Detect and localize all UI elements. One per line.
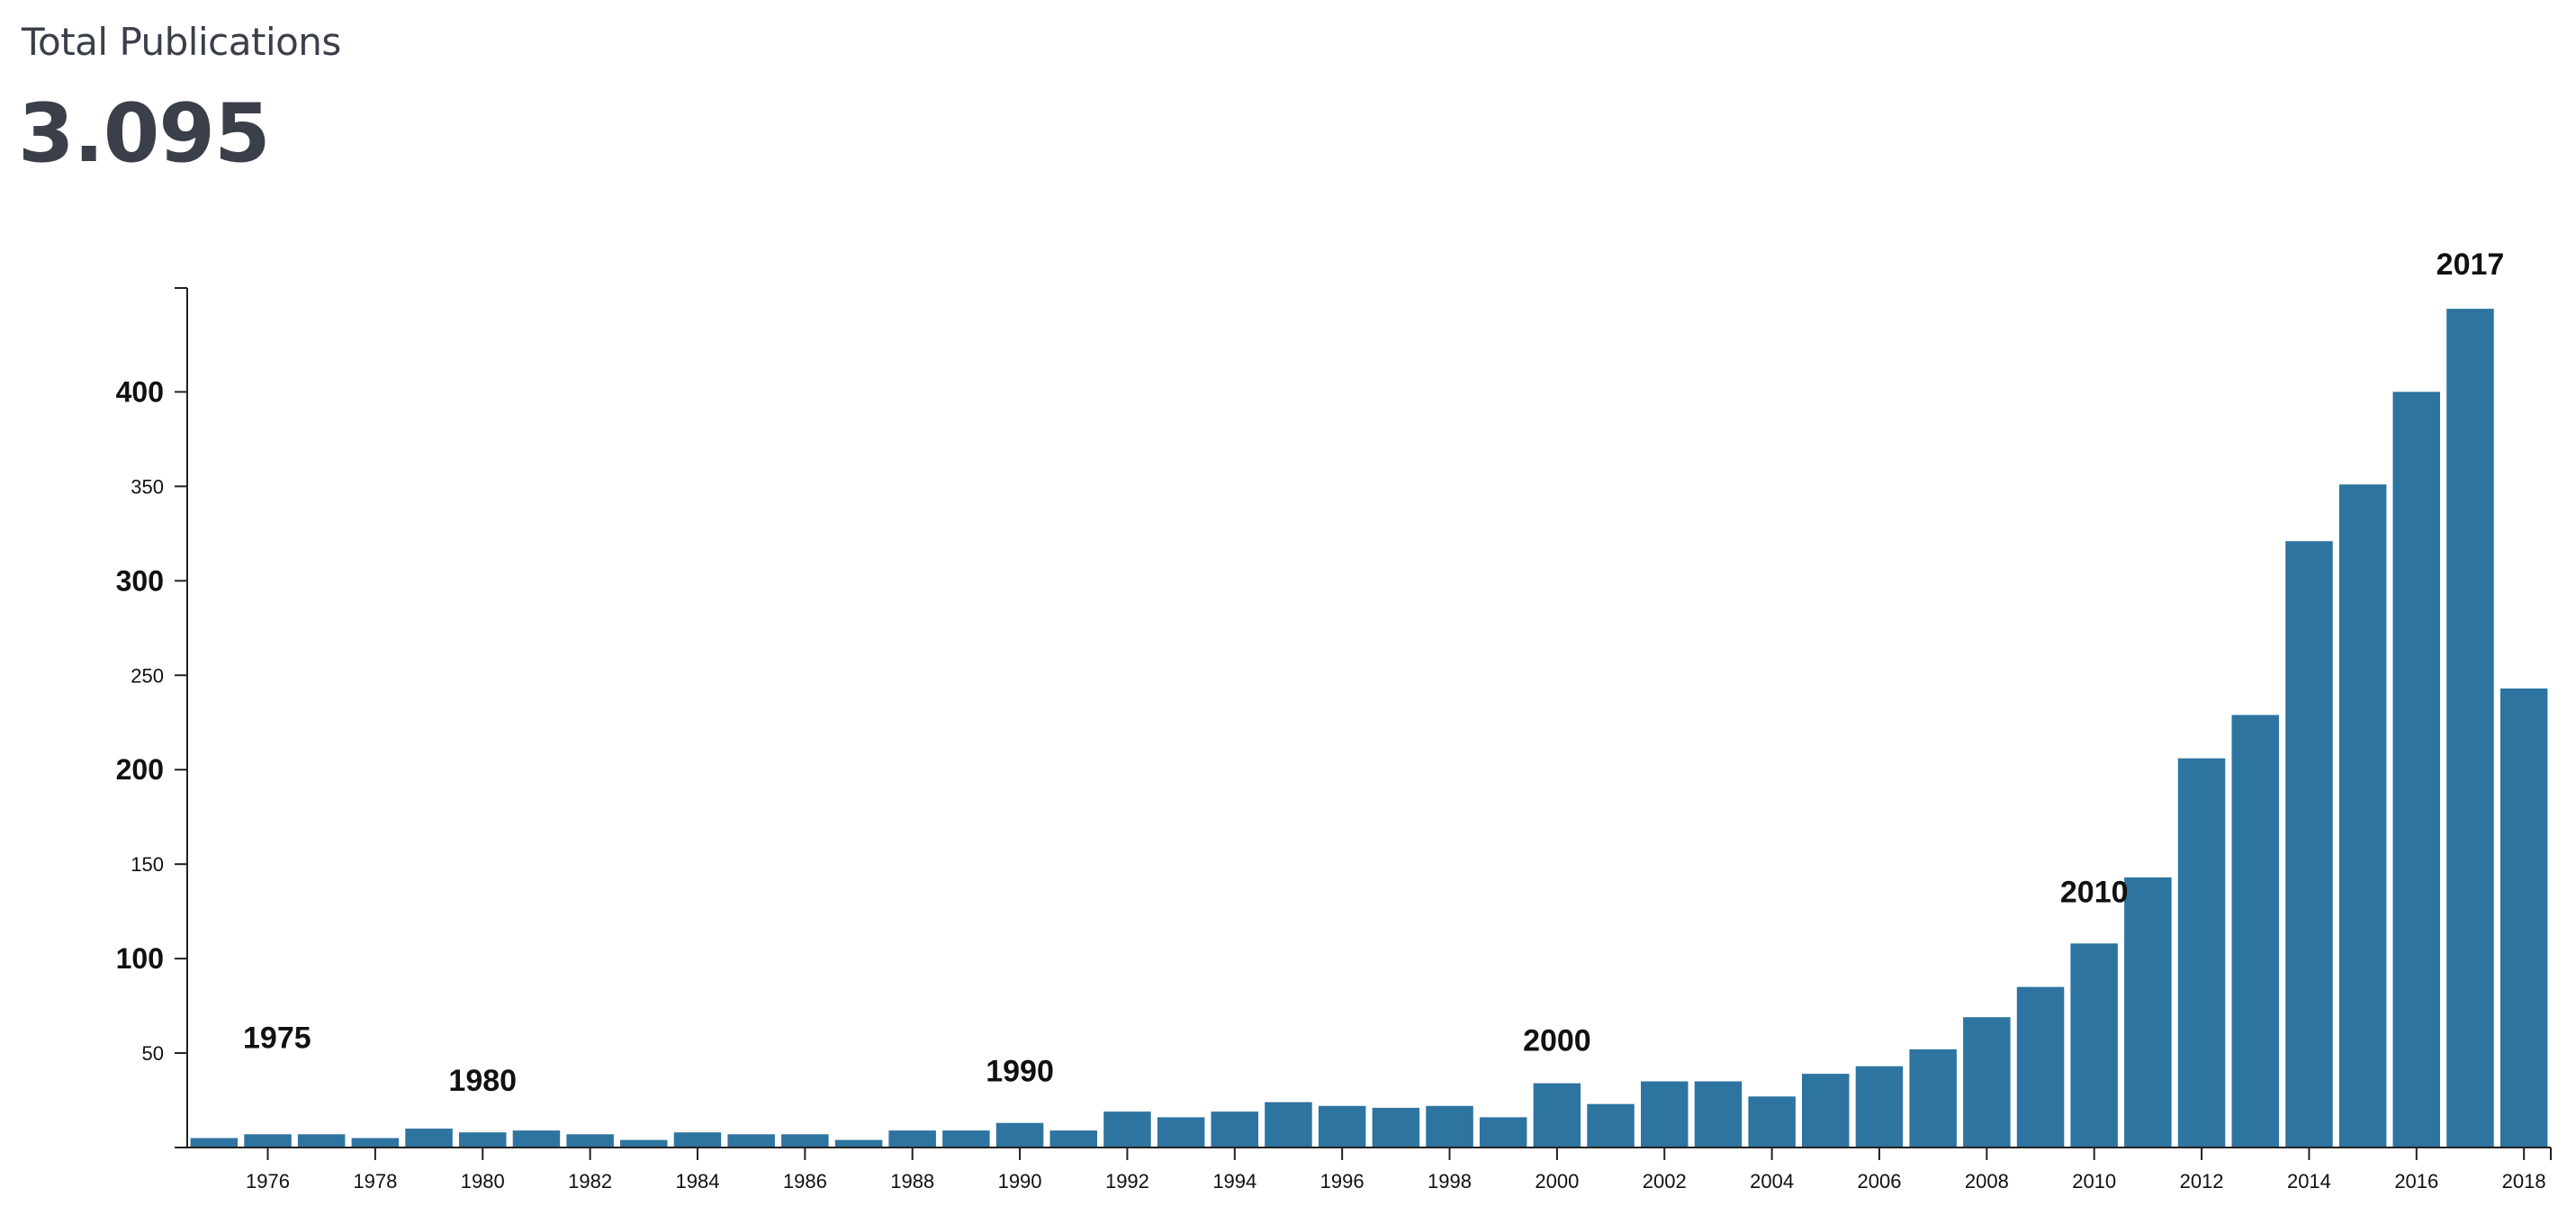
bar-2000: [1533, 1083, 1581, 1148]
bar-2007: [1909, 1048, 1957, 1148]
x-tick-label-2016: 2016: [2394, 1170, 2438, 1192]
x-tick-label-1988: 1988: [890, 1170, 934, 1192]
x-tick-label-1998: 1998: [1428, 1170, 1472, 1192]
bar-2014: [2285, 541, 2333, 1148]
bar-2003: [1694, 1081, 1743, 1148]
y-tick-label-150: 150: [131, 853, 164, 876]
x-tick-label-1996: 1996: [1320, 1170, 1365, 1192]
x-tick-label-2012: 2012: [2180, 1170, 2224, 1192]
bar-1982: [566, 1134, 614, 1148]
x-tick-label-1978: 1978: [353, 1170, 397, 1192]
bar-1990: [995, 1122, 1044, 1148]
bar-2017: [2446, 309, 2494, 1148]
bar-1994: [1211, 1112, 1258, 1148]
bar-1992: [1103, 1112, 1151, 1148]
bar-2004: [1748, 1096, 1796, 1148]
x-tick-label-1980: 1980: [461, 1170, 505, 1192]
x-tick-label-2000: 2000: [1535, 1170, 1579, 1192]
bar-1991: [1049, 1130, 1097, 1148]
bar-1998: [1426, 1105, 1473, 1148]
bar-1983: [620, 1139, 668, 1148]
bar-2012: [2177, 758, 2226, 1148]
bar-1988: [888, 1130, 936, 1148]
y-tick-label-50: 50: [142, 1042, 164, 1065]
x-tick-label-2002: 2002: [1643, 1170, 1687, 1192]
x-tick-label-1984: 1984: [676, 1170, 720, 1192]
bar-1976: [244, 1134, 292, 1148]
x-tick-label-1994: 1994: [1212, 1170, 1256, 1192]
bar-1980: [459, 1132, 507, 1148]
x-tick-label-2014: 2014: [2287, 1170, 2331, 1192]
bar-1997: [1372, 1107, 1420, 1148]
x-tick-label-2006: 2006: [1858, 1170, 1902, 1192]
bar-1993: [1157, 1117, 1205, 1148]
bar-2008: [1963, 1017, 2011, 1148]
bar-2002: [1641, 1081, 1689, 1148]
bar-2005: [1802, 1074, 1850, 1148]
bar-1995: [1265, 1102, 1312, 1148]
annotation-2000: 2000: [1523, 1024, 1591, 1058]
bar-1977: [297, 1134, 346, 1148]
bar-2015: [2338, 484, 2387, 1148]
bar-1984: [673, 1132, 722, 1148]
stat-label: Total Publications: [22, 20, 341, 64]
annotation-2010: 2010: [2060, 875, 2129, 909]
x-tick-label-2004: 2004: [1750, 1170, 1794, 1192]
bar-2009: [2016, 986, 2065, 1148]
bar-2018: [2499, 688, 2548, 1148]
y-tick-label-100: 100: [116, 942, 164, 975]
bar-1999: [1479, 1117, 1527, 1148]
y-tick-label-200: 200: [116, 753, 164, 786]
bar-1978: [351, 1138, 400, 1148]
x-tick-label-1992: 1992: [1105, 1170, 1149, 1192]
bar-2013: [2231, 715, 2279, 1148]
x-tick-label-1976: 1976: [246, 1170, 290, 1192]
annotations-group: 1975 1980 1990 2000 2010 2017: [243, 248, 2504, 1098]
bar-2001: [1587, 1103, 1635, 1148]
bar-2016: [2392, 392, 2440, 1148]
bar-1989: [942, 1130, 990, 1148]
bar-1985: [727, 1134, 775, 1148]
stat-value: 3.095: [18, 86, 271, 181]
bar-1975: [190, 1138, 239, 1148]
bar-1979: [405, 1129, 453, 1148]
bar-2010: [2070, 943, 2118, 1148]
x-tick-label-1982: 1982: [568, 1170, 612, 1192]
y-tick-label-400: 400: [116, 375, 164, 408]
y-tick-label-250: 250: [131, 664, 164, 687]
bars-group: [190, 309, 2548, 1148]
bar-1996: [1318, 1105, 1366, 1148]
bar-1981: [512, 1130, 561, 1148]
bar-1986: [781, 1134, 829, 1148]
x-tick-label-2010: 2010: [2072, 1170, 2116, 1192]
annotation-1975: 1975: [243, 1022, 311, 1056]
y-tick-label-300: 300: [116, 564, 164, 597]
annotation-1980: 1980: [448, 1064, 517, 1098]
bar-2006: [1855, 1066, 1904, 1148]
bar-2011: [2124, 877, 2172, 1148]
annotation-2017: 2017: [2436, 248, 2505, 282]
y-tick-label-350: 350: [131, 475, 164, 498]
x-tick-label-1986: 1986: [783, 1170, 827, 1192]
bar-1987: [834, 1139, 883, 1148]
x-tick-label-2008: 2008: [1965, 1170, 2009, 1192]
annotation-1990: 1990: [986, 1055, 1054, 1089]
x-tick-label-2018: 2018: [2502, 1170, 2546, 1192]
axes-group: 50 100 150 200 250 300 350 400 1976 1978 1980 1982 1…: [116, 287, 2552, 1192]
x-tick-label-1990: 1990: [998, 1170, 1042, 1192]
